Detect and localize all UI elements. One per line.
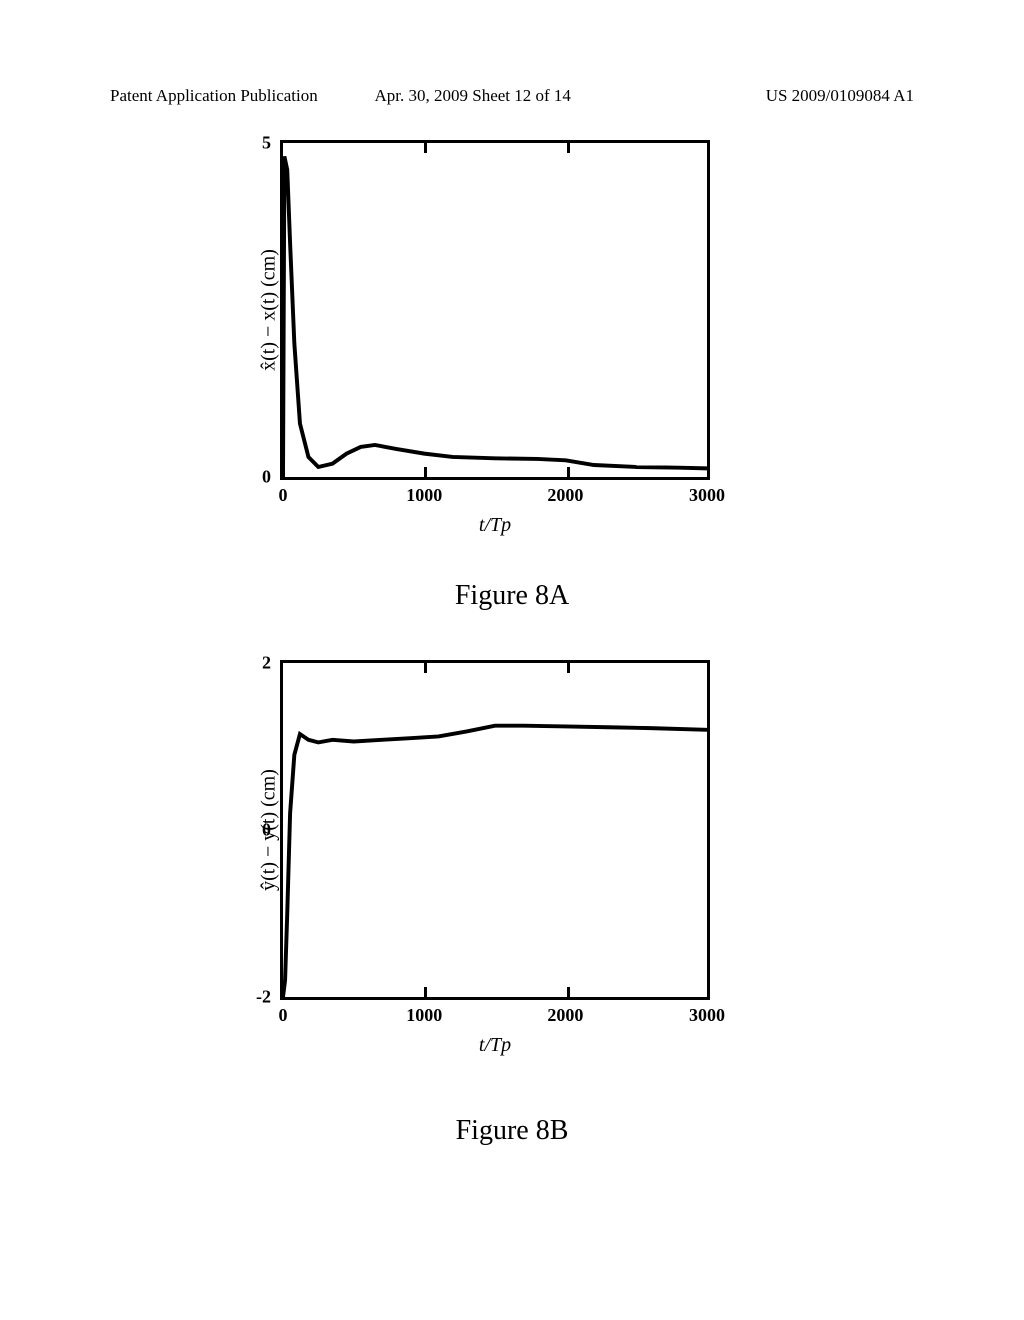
chart-a-ylabel: x̂(t) − x(t) (cm) <box>257 249 280 371</box>
chart-a-xtick: 2000 <box>547 485 583 506</box>
chart-a-plot-area: 5 0 0 1000 2000 3000 x̂(t) − x(t) (cm) t… <box>280 140 710 480</box>
chart-b-xlabel: t/Tp <box>479 1034 511 1057</box>
header-right-text: US 2009/0109084 A1 <box>766 86 914 106</box>
chart-a-curve <box>283 143 707 477</box>
chart-b-xtick: 1000 <box>406 1005 442 1026</box>
chart-a-xlabel: t/Tp <box>479 514 511 537</box>
figure-8b-caption: Figure 8B <box>456 1115 569 1147</box>
chart-a-top-tick <box>424 143 427 153</box>
chart-b-ytick: 2 <box>262 653 271 674</box>
chart-b-container: 2 0 -2 0 1000 2000 3000 ŷ(t) − y(t) (cm)… <box>280 660 710 1000</box>
chart-b-top-tick <box>567 663 570 673</box>
chart-a-container: 5 0 0 1000 2000 3000 x̂(t) − x(t) (cm) t… <box>280 140 710 480</box>
header-center-text: Apr. 30, 2009 Sheet 12 of 14 <box>374 86 570 106</box>
chart-a-xtick: 3000 <box>689 485 725 506</box>
chart-a-ytick: 5 <box>262 133 271 154</box>
chart-a-top-tick <box>567 143 570 153</box>
chart-b-curve <box>283 663 707 997</box>
chart-b-xtick: 3000 <box>689 1005 725 1026</box>
chart-b-plot-area: 2 0 -2 0 1000 2000 3000 ŷ(t) − y(t) (cm)… <box>280 660 710 1000</box>
header-left-text: Patent Application Publication <box>110 86 318 106</box>
chart-a-ytick: 0 <box>262 467 271 488</box>
figure-8a-caption: Figure 8A <box>455 580 569 612</box>
chart-a-bottom-tick <box>567 467 570 477</box>
chart-a-bottom-tick <box>424 467 427 477</box>
chart-b-ylabel: ŷ(t) − y(t) (cm) <box>257 769 280 891</box>
chart-b-ytick: -2 <box>256 987 271 1008</box>
chart-b-xtick: 2000 <box>547 1005 583 1026</box>
chart-b-top-tick <box>424 663 427 673</box>
chart-b-bottom-tick <box>567 987 570 997</box>
chart-b-bottom-tick <box>424 987 427 997</box>
page-header: Patent Application Publication Apr. 30, … <box>0 86 1024 106</box>
chart-b-xtick: 0 <box>279 1005 288 1026</box>
chart-a-xtick: 1000 <box>406 485 442 506</box>
chart-a-xtick: 0 <box>279 485 288 506</box>
